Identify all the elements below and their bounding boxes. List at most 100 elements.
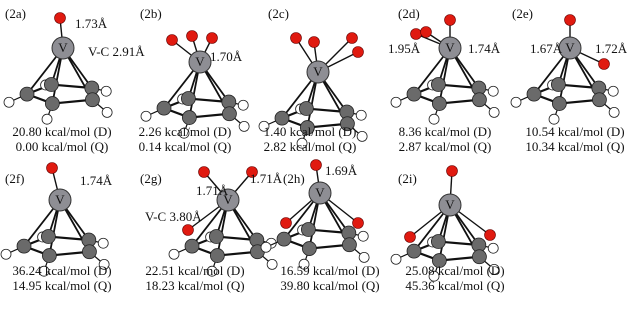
oxygen	[411, 29, 422, 40]
carbon	[299, 102, 313, 116]
oxygen	[291, 33, 302, 44]
carbon	[82, 245, 96, 259]
atom-label: V	[315, 185, 325, 200]
carbon	[157, 101, 171, 115]
energy: 36.24 kcal/mol (D)	[12, 263, 111, 278]
energy: 2.26 kcal/mol (D)	[139, 124, 232, 139]
atom-label: V	[565, 40, 575, 55]
energy: 18.23 kcal/mol (Q)	[145, 278, 244, 293]
oxygen	[353, 47, 364, 58]
carbon	[185, 239, 199, 253]
hydrogen	[102, 107, 112, 117]
oxygen	[347, 33, 358, 44]
hydrogen	[356, 110, 366, 120]
carbon	[41, 230, 55, 244]
panel: V(2e)1.67Å1.72Å10.54 kcal/mol (D)10.34 k…	[511, 6, 627, 154]
oxygen	[199, 167, 210, 178]
carbon	[42, 249, 56, 263]
hydrogen	[267, 259, 277, 269]
hydrogen	[98, 238, 108, 248]
panel-label: (2a)	[5, 6, 26, 21]
panel-label: (2h)	[283, 171, 305, 186]
oxygen	[353, 218, 364, 229]
carbon	[431, 78, 445, 92]
carbon	[407, 244, 421, 258]
bond-annotation: 1.74Å	[80, 173, 113, 188]
oxygen	[565, 15, 576, 26]
hydrogen	[1, 249, 11, 259]
energy: 1.40 kcal/mol (D)	[264, 124, 357, 139]
oxygen	[311, 160, 322, 171]
panel-label: (2e)	[512, 6, 533, 21]
panel: V(2c)1.40 kcal/mol (D)2.82 kcal/mol (Q)	[259, 6, 367, 154]
energy: 8.36 kcal/mol (D)	[399, 124, 492, 139]
panel-label: (2g)	[140, 171, 162, 186]
hydrogen	[238, 100, 248, 110]
hydrogen	[141, 111, 151, 121]
hydrogen	[488, 243, 498, 253]
hydrogen	[101, 86, 111, 96]
hydrogen	[359, 252, 369, 262]
carbon	[301, 223, 315, 237]
oxygen	[309, 37, 320, 48]
oxygen	[447, 166, 458, 177]
energy: 16.59 kcal/mol (D)	[280, 263, 379, 278]
energy: 0.00 kcal/mol (Q)	[16, 139, 109, 154]
energy: 39.80 kcal/mol (Q)	[280, 278, 379, 293]
carbon	[85, 93, 99, 107]
carbon	[44, 78, 58, 92]
carbon	[17, 239, 31, 253]
carbon	[432, 97, 446, 111]
energy: 10.34 kcal/mol (Q)	[525, 139, 624, 154]
carbon	[181, 92, 195, 106]
energy: 0.14 kcal/mol (Q)	[139, 139, 232, 154]
carbon	[20, 87, 34, 101]
atom-label: V	[55, 192, 65, 207]
oxygen	[47, 163, 58, 174]
hydrogen	[489, 107, 499, 117]
bond-annotation: V-C 3.80Å	[145, 209, 202, 224]
hydrogen	[609, 107, 619, 117]
oxygen	[207, 33, 218, 44]
oxygen	[599, 59, 610, 70]
hydrogen	[239, 121, 249, 131]
panel-label: (2d)	[398, 6, 420, 21]
oxygen	[167, 35, 178, 46]
hydrogen	[358, 231, 368, 241]
oxygen	[187, 31, 198, 42]
panel: V(2i)25.08 kcal/mol (D)45.36 kcal/mol (Q…	[391, 166, 505, 293]
bond-annotation: 1.72Å	[595, 41, 627, 56]
hydrogen	[391, 97, 401, 107]
panel-label: (2b)	[140, 6, 162, 21]
carbon	[407, 87, 421, 101]
oxygen	[405, 232, 416, 243]
oxygen	[183, 225, 194, 236]
bond-annotation: 1.69Å	[325, 163, 358, 178]
figure: V(2a)1.73ÅV-C 2.91Å20.80 kcal/mol (D)0.0…	[0, 0, 627, 318]
carbon	[222, 107, 236, 121]
carbon	[552, 97, 566, 111]
carbon	[45, 97, 59, 111]
atom-label: V	[445, 40, 455, 55]
atom-label: V	[58, 40, 68, 55]
bond-annotation: 1.71Å	[250, 171, 283, 186]
oxygen	[445, 15, 456, 26]
hydrogen	[42, 114, 52, 124]
energy: 22.51 kcal/mol (D)	[145, 263, 244, 278]
bond-annotation: 1.95Å	[388, 41, 421, 56]
energy: 20.80 kcal/mol (D)	[12, 124, 111, 139]
hydrogen	[4, 97, 14, 107]
atom-label: V	[445, 197, 455, 212]
carbon	[182, 111, 196, 125]
bond-annotation: 1.73Å	[75, 16, 108, 31]
hydrogen	[608, 86, 618, 96]
atom-label: V	[313, 64, 323, 79]
oxygen	[421, 27, 432, 38]
hydrogen	[511, 97, 521, 107]
carbon	[210, 249, 224, 263]
hydrogen	[169, 249, 179, 259]
energy: 2.82 kcal/mol (Q)	[264, 139, 357, 154]
oxygen	[55, 13, 66, 24]
